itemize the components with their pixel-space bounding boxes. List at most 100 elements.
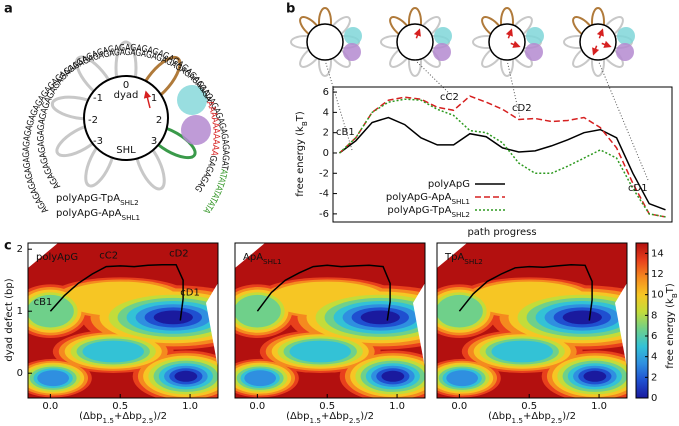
caption: polyApG-ApASHL1 [56, 208, 140, 222]
subscript: SHL2 [464, 257, 483, 266]
shl-label: -1 [93, 93, 103, 104]
contour-level [491, 340, 553, 363]
x-tick-label: 0.5 [112, 401, 128, 412]
blank-region [28, 243, 58, 268]
x-tick-label: 0.0 [42, 401, 58, 412]
histone-tail [343, 43, 361, 61]
blank-region [413, 283, 425, 368]
transition-path [256, 264, 391, 321]
y-tick-label: 2 [17, 244, 23, 255]
x-axis-label: path progress [467, 227, 536, 238]
contour-level [381, 370, 405, 382]
contour-map [235, 243, 425, 398]
text-part: (Δbp [79, 411, 102, 422]
panel-label: b [286, 2, 295, 17]
y-tick-label: 1 [17, 306, 23, 317]
text-part: )/2 [562, 411, 576, 422]
shl-label: 1 [151, 93, 157, 104]
colorbar-tick-label: 2 [651, 372, 657, 383]
subscript: SHL1 [451, 197, 470, 206]
annotation: cD1 [628, 183, 648, 194]
colorbar-tick-label: 6 [651, 331, 657, 342]
colorbar-tick-label: 8 [651, 310, 657, 321]
legend-label: polyApG-TpASHL2 [387, 205, 470, 219]
shl-label: dyad [114, 90, 139, 101]
x-tick-label: 0.5 [521, 401, 537, 412]
panel-title: polyApG [36, 252, 78, 263]
y-tick-label: 6 [323, 87, 329, 98]
histone-tail [616, 43, 634, 61]
transition-path [49, 263, 184, 321]
y-tick-label: -2 [319, 168, 329, 179]
subscript: 2.5 [551, 416, 562, 425]
colorbar-tick-label: 12 [651, 269, 664, 280]
histone-tail [434, 27, 452, 45]
blank-region [206, 283, 218, 368]
x-tick-label: 1.0 [182, 401, 198, 412]
contour-level [583, 370, 607, 382]
text-part: )/2 [153, 411, 167, 422]
colorbar-tick-label: 14 [651, 248, 664, 259]
y-tick-label: 0 [17, 368, 23, 379]
text-part: (Δbp [488, 411, 511, 422]
text-part: T) [665, 283, 676, 294]
colorbar-label: free energy (kBT) [665, 283, 679, 369]
plot-frame [234, 242, 426, 399]
plot-frame [332, 86, 673, 223]
contour-level [153, 310, 193, 325]
x-tick-label: 0.0 [249, 401, 265, 412]
arrow [510, 40, 521, 48]
leader-line [506, 59, 521, 119]
text-part: +Δbp [523, 411, 551, 422]
text-part: )/2 [360, 411, 374, 422]
text-part: +Δbp [114, 411, 142, 422]
colorbar [635, 242, 649, 399]
panel-title: ApASHL1 [243, 252, 282, 266]
nucleosome-icons [290, 7, 649, 181]
arrow [413, 28, 421, 39]
x-axis-label: (Δbp1.5+Δbp2.5)/2 [488, 411, 576, 425]
colorbar-tick-label: 0 [651, 393, 657, 404]
text-part: (Δbp [286, 411, 309, 422]
shl-label: 3 [151, 136, 157, 147]
sequence-part: AGAGAGAGAG [0, 0, 3, 6]
contour-level [437, 294, 483, 328]
histone-tail [526, 27, 544, 45]
subscript: 2.5 [349, 416, 360, 425]
arrow [505, 28, 513, 39]
contour-level [446, 370, 479, 387]
shl-label: 0 [123, 80, 129, 91]
transition-path [458, 263, 593, 321]
panel-label: a [4, 2, 13, 17]
caption: polyApG-TpASHL2 [56, 193, 139, 207]
text-part: polyApG-ApA [56, 208, 122, 219]
histone-tail [433, 43, 451, 61]
shl-label: -2 [88, 115, 98, 126]
contour-level [174, 370, 198, 382]
shl-label: SHL [116, 145, 136, 156]
x-tick-label: 0.0 [451, 401, 467, 412]
arrow [143, 90, 152, 109]
dna-circle [306, 23, 344, 61]
line-series [338, 98, 666, 218]
y-tick-label: 0 [323, 148, 329, 159]
annotation: cC2 [99, 250, 118, 261]
contour-level [244, 370, 277, 387]
subscript: 1.5 [512, 416, 523, 425]
contour-map [437, 243, 627, 398]
leader-line [597, 59, 649, 181]
contour-level [562, 310, 602, 325]
x-tick-label: 0.5 [319, 401, 335, 412]
arrow [601, 40, 612, 48]
shl-label: 2 [156, 115, 162, 126]
blank-region [437, 243, 467, 268]
line-series [339, 116, 666, 211]
y-tick-label: 4 [323, 107, 329, 118]
contour-level [37, 370, 70, 387]
subscript: SHL2 [451, 210, 470, 219]
text-part: polyApG-TpA [387, 205, 451, 216]
annotation: cB1 [336, 127, 355, 138]
y-tick-label: 2 [323, 128, 329, 139]
annotation: cB1 [34, 297, 53, 308]
